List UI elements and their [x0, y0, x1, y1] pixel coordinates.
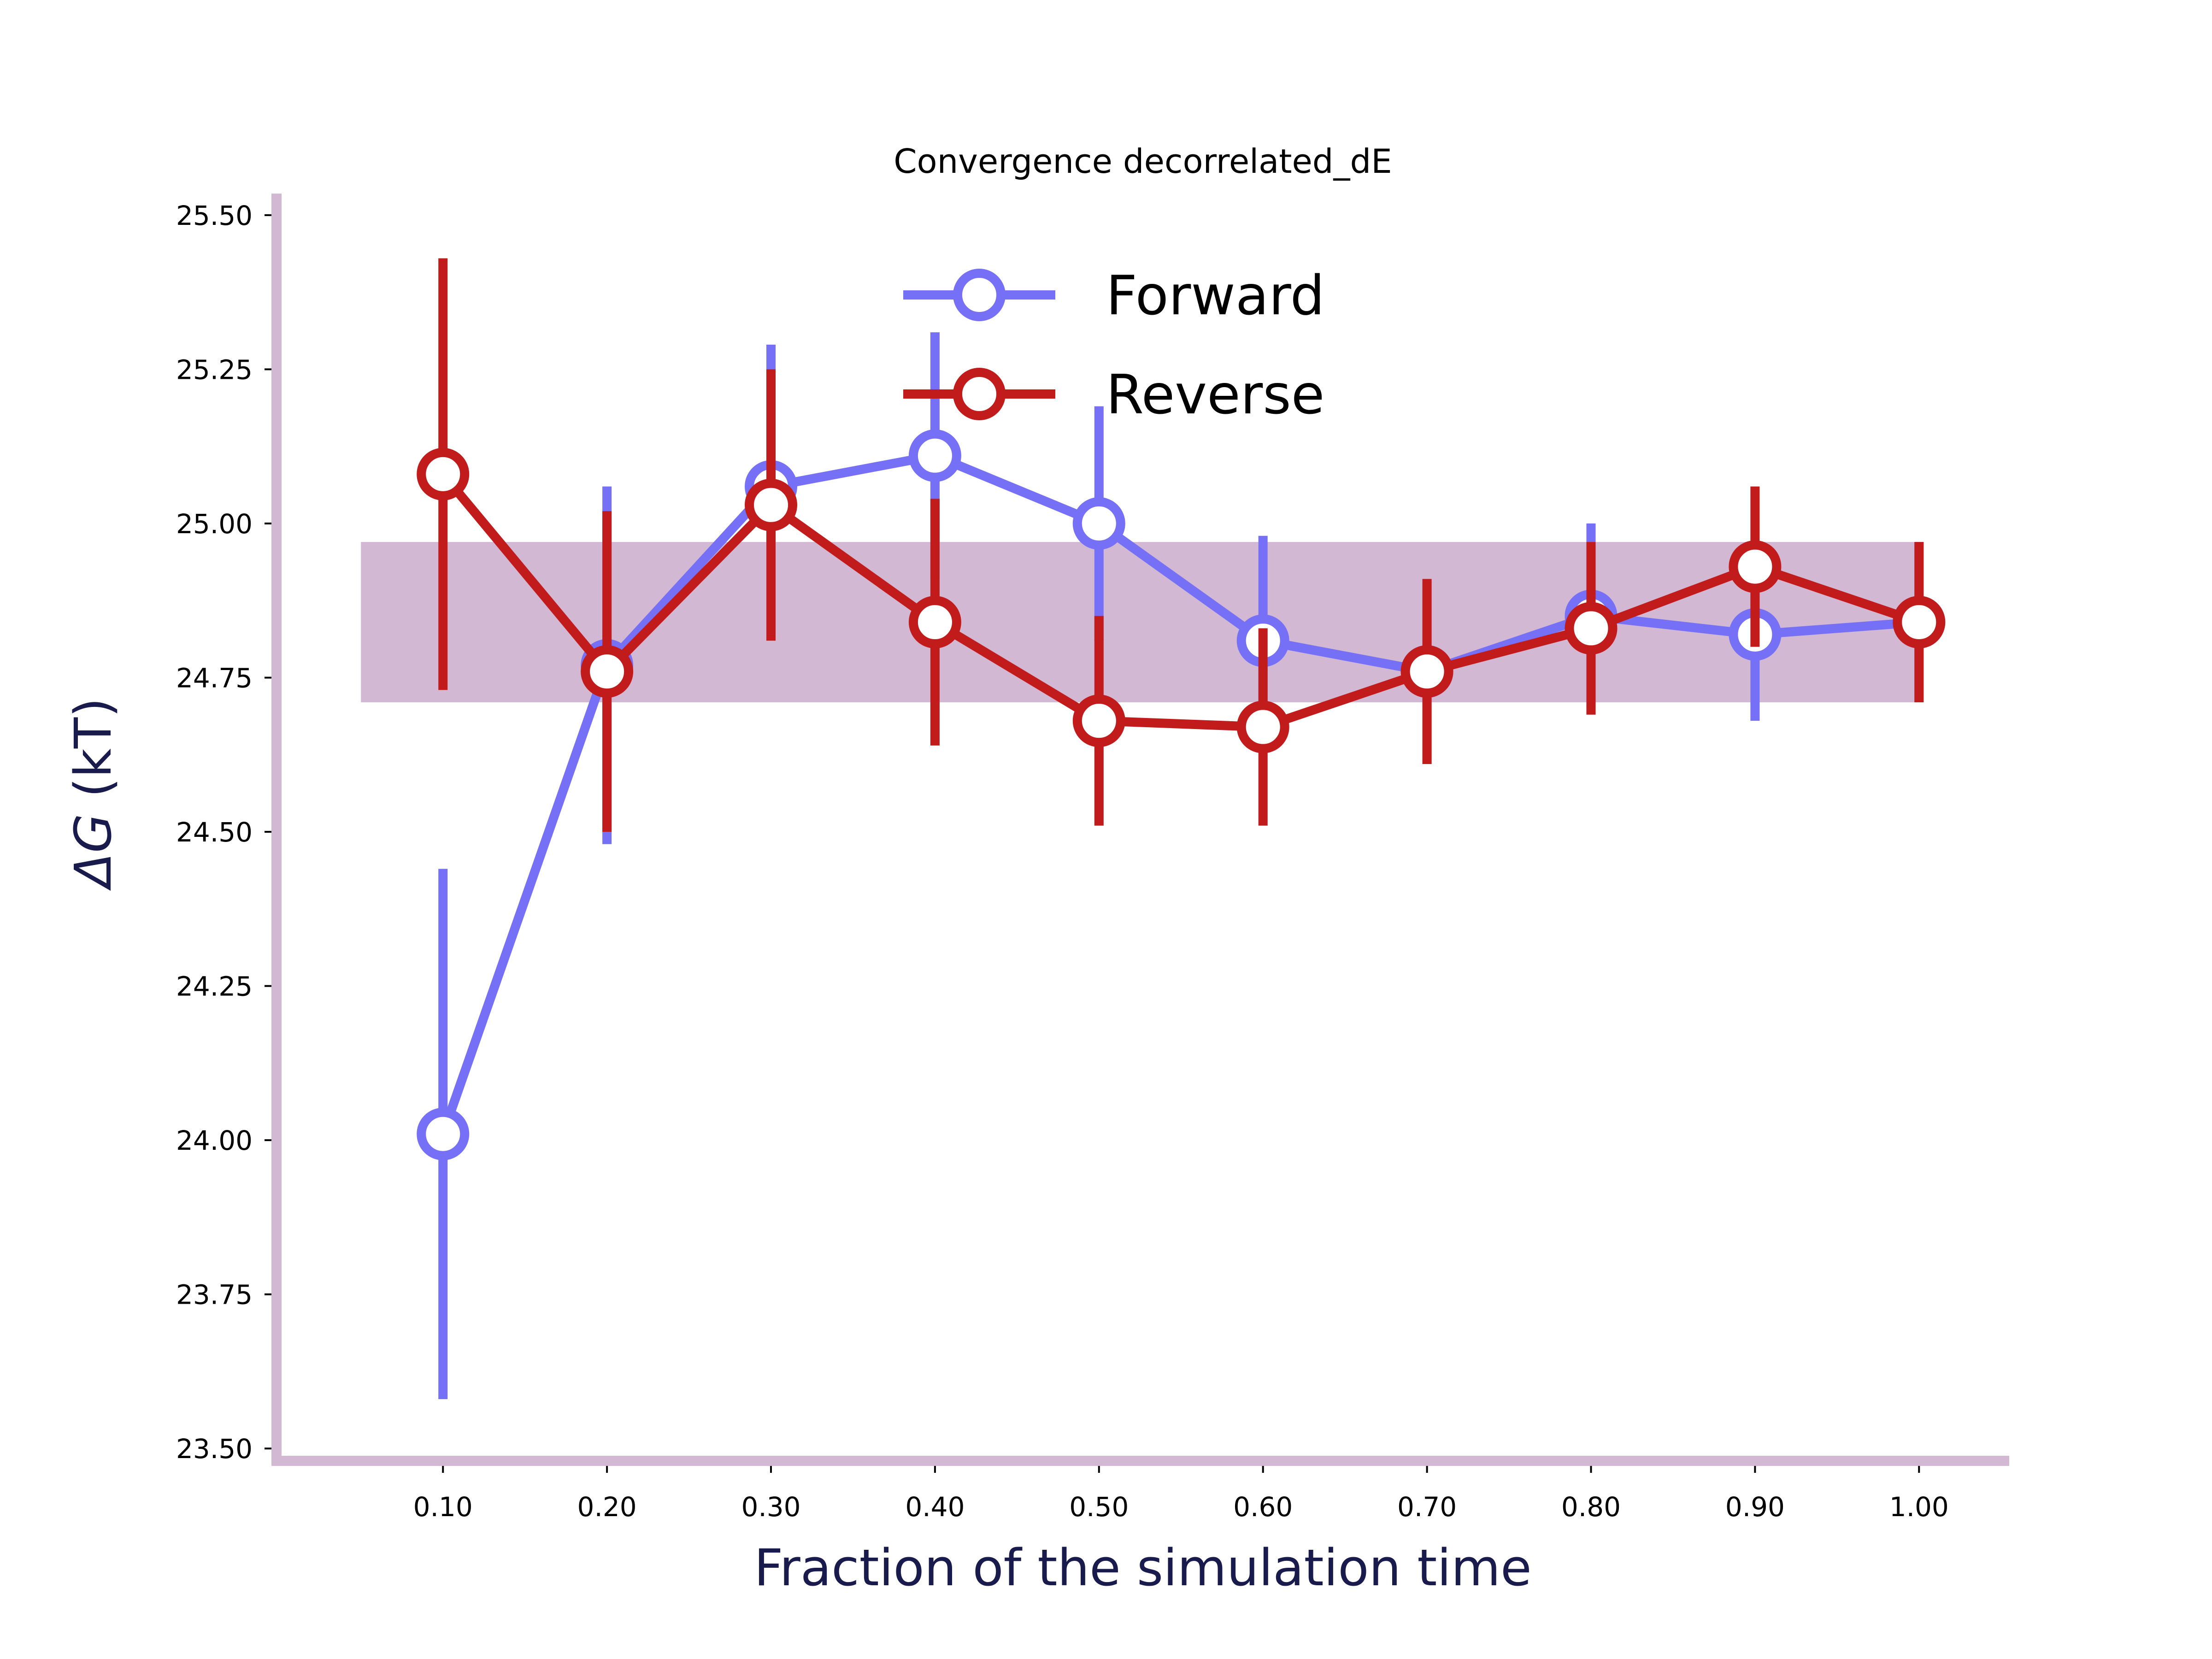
series-layer	[417, 258, 1946, 1400]
y-tick-label: 24.00	[176, 1125, 253, 1156]
x-tick-label: 0.40	[905, 1491, 965, 1523]
data-point	[417, 447, 470, 500]
x-tick-label: 0.80	[1561, 1491, 1621, 1523]
data-point	[908, 596, 961, 649]
y-tick-label: 23.50	[176, 1433, 253, 1465]
series-reverse	[417, 258, 1946, 832]
legend-label: Reverse	[1106, 363, 1324, 426]
data-point	[1236, 700, 1289, 753]
y-tick-label: 25.25	[176, 354, 253, 385]
y-tick-label: 23.75	[176, 1279, 253, 1311]
legend-marker	[953, 368, 1006, 420]
data-point	[1729, 540, 1782, 593]
y-tick-label: 25.00	[176, 508, 253, 540]
data-point	[1565, 602, 1618, 655]
data-point	[417, 1107, 470, 1160]
y-tick-label: 24.25	[176, 971, 253, 1002]
x-tick-label: 0.90	[1725, 1491, 1785, 1523]
data-point	[1400, 645, 1453, 698]
legend-label: Forward	[1106, 264, 1325, 327]
y-tick-label: 24.75	[176, 662, 253, 694]
chart-title: Convergence decorrelated_dE	[894, 142, 1392, 181]
y-axis-label: ΔG (kT)	[64, 698, 123, 891]
legend-item-reverse: Reverse	[903, 363, 1324, 426]
y-tick-label: 25.50	[176, 200, 253, 231]
x-axis-ticks: 0.10 0.20 0.30 0.40 0.50 0.60 0.70 0.80 0.90 1.00	[413, 1466, 1949, 1523]
y-axis-label-unit: (kT)	[64, 698, 123, 798]
data-point	[745, 478, 798, 531]
series-line	[439, 471, 1921, 732]
y-tick-label: 24.50	[176, 817, 253, 848]
x-tick-label: 0.10	[413, 1491, 473, 1523]
legend-item-forward: Forward	[903, 264, 1325, 327]
series-line	[438, 451, 1920, 1136]
legend: Forward Reverse	[903, 264, 1325, 426]
data-point	[1072, 497, 1125, 550]
data-point	[581, 645, 634, 698]
x-tick-label: 0.30	[741, 1491, 800, 1523]
x-tick-label: 1.00	[1889, 1491, 1949, 1523]
y-axis-label-symbol: ΔG	[64, 814, 123, 891]
x-axis-label: Fraction of the simulation time	[754, 1538, 1531, 1597]
x-tick-label: 0.60	[1233, 1491, 1293, 1523]
y-axis-ticks: 23.50 23.75 24.00 24.25 24.50 24.75 25.00 25.25…	[176, 200, 271, 1465]
data-point	[1893, 596, 1946, 649]
x-tick-label: 0.70	[1397, 1491, 1457, 1523]
data-point	[1072, 694, 1125, 747]
legend-marker	[953, 269, 1006, 321]
data-point	[908, 429, 961, 482]
x-tick-label: 0.20	[577, 1491, 637, 1523]
x-tick-label: 0.50	[1069, 1491, 1129, 1523]
